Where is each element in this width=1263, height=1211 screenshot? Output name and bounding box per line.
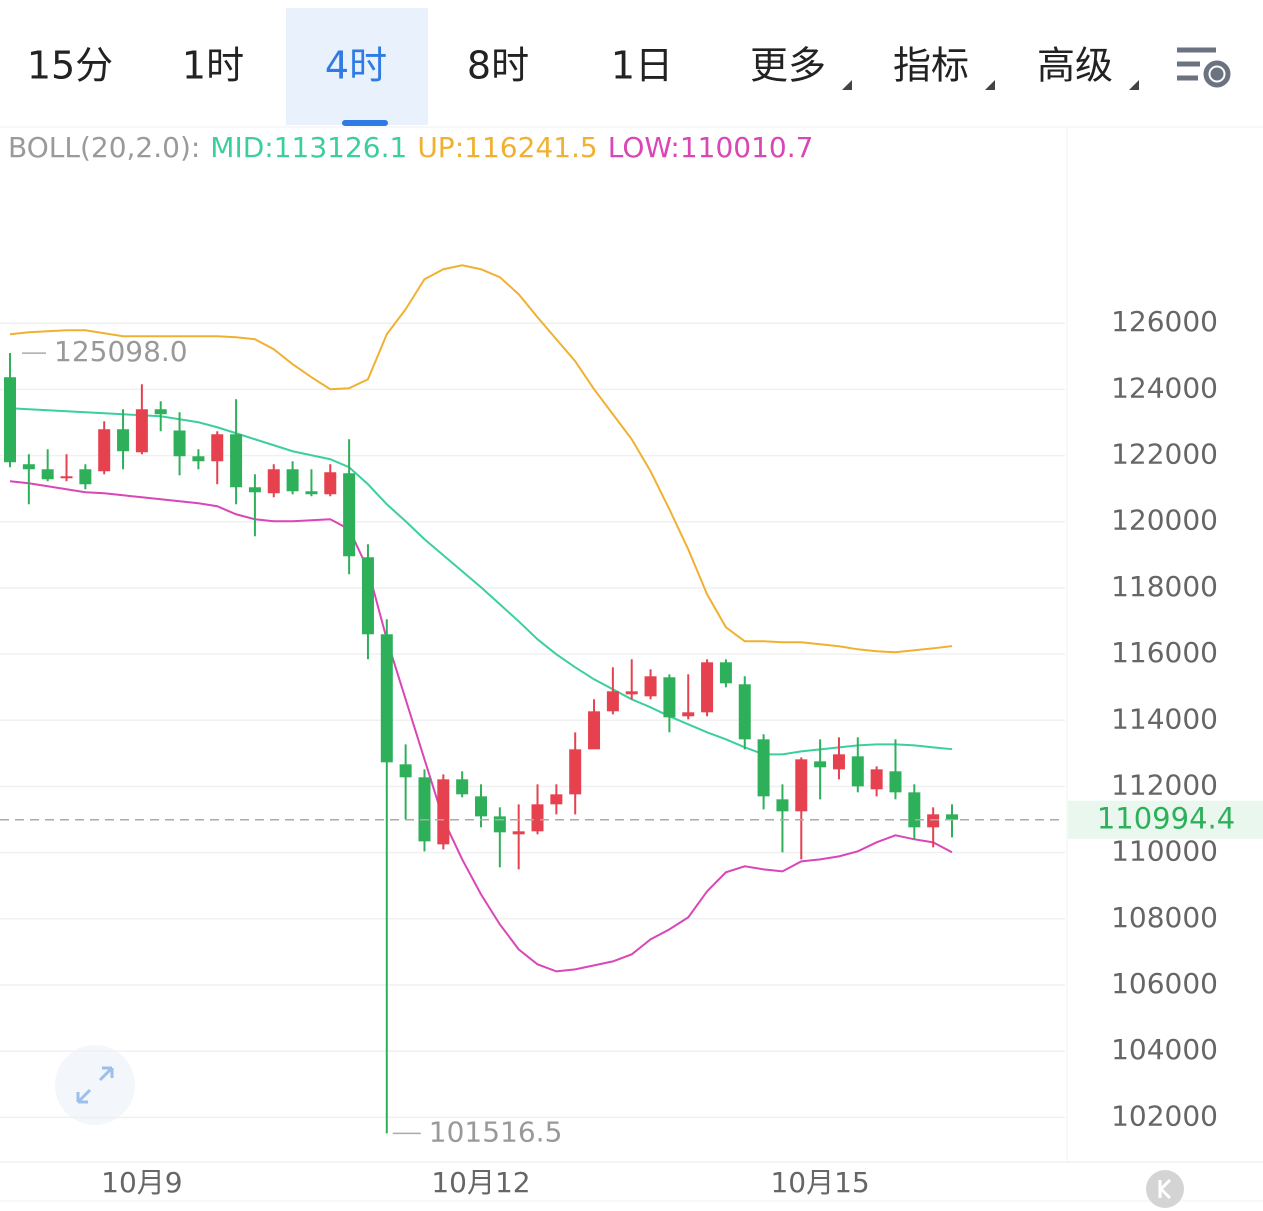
candle-body <box>60 476 73 479</box>
candle-body <box>927 814 940 828</box>
last-price-label: 110994.4 <box>1097 802 1235 836</box>
candle-body <box>588 711 601 750</box>
active-tab-indicator <box>342 120 388 126</box>
max-marker-label: 125098.0 <box>54 335 188 368</box>
indicator-label: UP:116241.5 <box>417 131 597 164</box>
candle-body <box>795 759 808 812</box>
candle-body <box>305 491 318 495</box>
candle-body <box>738 684 751 740</box>
candle-body <box>211 434 224 462</box>
tab[interactable]: 4时 <box>325 44 387 88</box>
candle-body <box>493 816 506 833</box>
dropdown-caret <box>1129 80 1139 90</box>
candle-body <box>550 794 563 805</box>
y-tick-label: 116000 <box>1111 636 1218 669</box>
y-tick-label: 114000 <box>1111 702 1218 735</box>
y-tick-label: 110000 <box>1111 835 1218 868</box>
tab[interactable]: 1日 <box>611 44 673 88</box>
indicator-line <box>9 480 953 973</box>
candle-body <box>776 799 789 812</box>
candle-body <box>267 469 280 494</box>
candle-body <box>757 739 770 797</box>
tab[interactable]: 15分 <box>27 44 113 88</box>
y-tick-label: 108000 <box>1111 901 1218 934</box>
candle-body <box>361 557 374 635</box>
candle-body <box>248 487 261 493</box>
x-tick-label: 10月9 <box>101 1166 182 1199</box>
candle-body <box>79 469 92 485</box>
candle-body <box>832 754 845 770</box>
candle-body <box>98 429 111 472</box>
candle-body <box>701 662 714 713</box>
candle-body <box>4 377 16 463</box>
candle-body <box>437 779 450 845</box>
candle-body <box>814 761 827 768</box>
candle-body <box>154 409 167 415</box>
candle-body <box>569 749 582 795</box>
candle-body <box>889 771 902 793</box>
y-tick-label: 104000 <box>1111 1033 1218 1066</box>
y-tick-label: 120000 <box>1111 504 1218 537</box>
candle-body <box>380 634 393 763</box>
y-tick-label: 124000 <box>1111 371 1218 404</box>
candle-body <box>456 779 469 795</box>
min-marker-label: 101516.5 <box>429 1115 563 1148</box>
indicator-line <box>9 407 953 756</box>
dropdown-caret <box>985 80 995 90</box>
x-tick-label: 10月15 <box>770 1166 869 1199</box>
expand-button[interactable] <box>55 1045 135 1125</box>
candle-body <box>606 691 619 712</box>
candle-body <box>682 712 695 717</box>
x-tick-label: 10月12 <box>431 1166 530 1199</box>
last-price-tag <box>1068 800 1263 839</box>
candle-body <box>343 473 356 557</box>
tab[interactable]: 更多 <box>750 44 826 88</box>
tab[interactable]: 8时 <box>467 44 529 88</box>
settings-icon[interactable] <box>1177 47 1231 88</box>
candle-body <box>418 777 431 842</box>
candle-body <box>286 469 299 492</box>
indicator-label: LOW:110010.7 <box>608 131 814 164</box>
candle-body <box>512 831 525 835</box>
candle-body <box>644 676 657 697</box>
candle-body <box>946 814 958 820</box>
candle-body <box>135 409 148 453</box>
candle-body <box>908 792 921 828</box>
dropdown-caret <box>842 80 852 90</box>
active-tab-bg <box>286 8 428 125</box>
candle-body <box>324 472 337 495</box>
y-tick-label: 106000 <box>1111 967 1218 1000</box>
candle-body <box>230 434 243 488</box>
candle-body <box>173 430 186 457</box>
candle-body <box>475 796 487 817</box>
candle-body <box>719 662 732 684</box>
candle-body <box>117 429 130 452</box>
indicator-line <box>9 264 953 654</box>
y-tick-label: 112000 <box>1111 768 1218 801</box>
candle-body <box>851 756 864 787</box>
candle-body <box>399 764 412 778</box>
indicator-label: MID:113126.1 <box>210 131 407 164</box>
candle-body <box>531 804 544 832</box>
indicator-label: BOLL(20,2.0): <box>8 131 200 164</box>
y-tick-label: 118000 <box>1111 570 1218 603</box>
candle-body <box>663 677 676 718</box>
y-tick-label: 126000 <box>1111 305 1218 338</box>
scroll-end-button[interactable] <box>1146 1170 1184 1208</box>
tab[interactable]: 指标 <box>893 44 969 88</box>
candle-body <box>41 469 54 480</box>
tab[interactable]: 高级 <box>1037 44 1113 88</box>
candle-body <box>192 456 205 462</box>
candle-body <box>22 464 35 470</box>
y-tick-label: 122000 <box>1111 438 1218 471</box>
candle-body <box>870 769 883 790</box>
y-tick-label: 102000 <box>1111 1099 1218 1132</box>
candle-body <box>625 691 638 695</box>
tab[interactable]: 1时 <box>182 44 244 88</box>
